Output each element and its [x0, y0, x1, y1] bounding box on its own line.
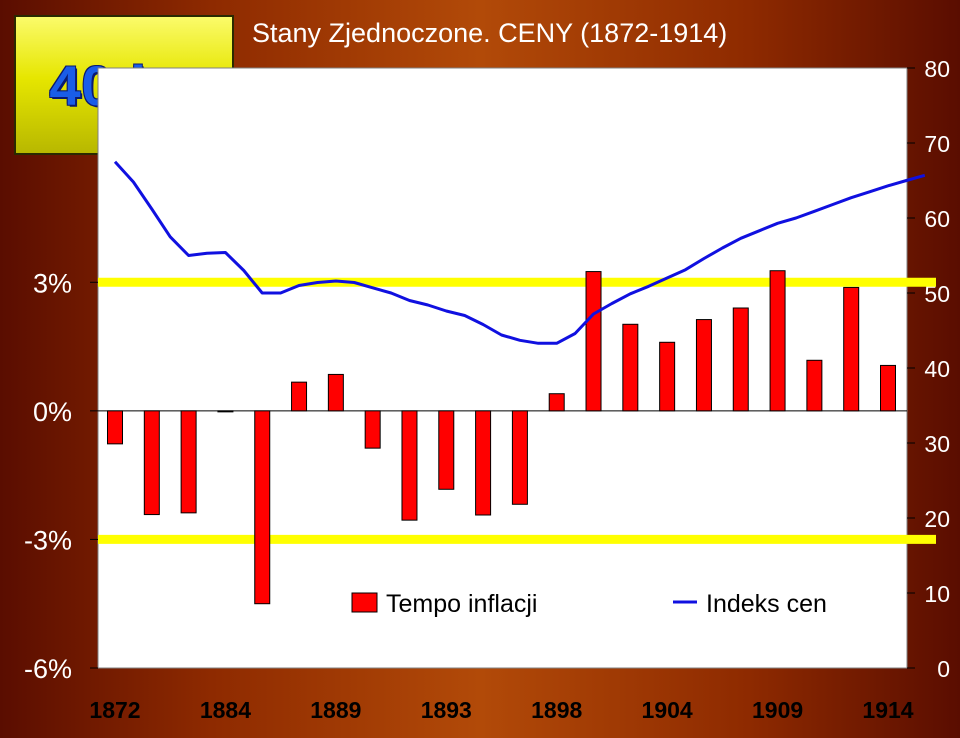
inflation-bar	[585, 271, 602, 412]
x-axis-tick-label: 1904	[642, 697, 693, 723]
inflation-bar	[695, 319, 712, 412]
left-axis-tick-label: -6%	[24, 654, 72, 684]
right-axis-tick-label: 0	[937, 656, 950, 682]
inflation-bar	[254, 410, 271, 605]
plot-area	[97, 67, 908, 669]
legend-bar-label: Tempo inflacji	[386, 590, 537, 618]
inflation-bar	[475, 410, 492, 516]
inflation-bar	[806, 359, 823, 412]
inflation-bar	[143, 410, 160, 516]
x-axis-tick-label: 1909	[752, 697, 803, 723]
inflation-bar	[364, 410, 381, 449]
inflation-bar	[327, 373, 344, 412]
inflation-bar	[401, 410, 418, 521]
legend-line-label: Indeks cen	[706, 590, 827, 618]
x-axis-tick-label: 1893	[421, 697, 472, 723]
left-axis-tick-label: 0%	[33, 397, 72, 427]
inflation-bar	[180, 410, 197, 514]
legend-bar-swatch	[351, 592, 378, 613]
right-axis-tick-label: 60	[924, 206, 950, 232]
left-axis-tick-label: 3%	[33, 268, 72, 298]
inflation-bar	[291, 381, 308, 412]
inflation-bar	[880, 364, 896, 412]
inflation-bar	[843, 286, 860, 412]
inflation-bar	[622, 323, 639, 412]
right-axis-tick-label: 30	[924, 431, 950, 457]
right-axis-tick-label: 40	[924, 356, 950, 382]
inflation-bar	[769, 270, 786, 412]
inflation-bar	[511, 410, 528, 505]
inflation-bar	[659, 341, 676, 412]
right-axis-tick-label: 80	[924, 56, 950, 82]
x-axis-tick-label: 1898	[531, 697, 582, 723]
right-axis-tick-label: 10	[924, 581, 950, 607]
x-axis-tick-label: 1889	[310, 697, 361, 723]
inflation-bar	[438, 410, 455, 490]
x-axis-tick-label: 1914	[862, 697, 913, 723]
right-axis-tick-label: 70	[924, 131, 950, 157]
price-index-line	[113, 160, 926, 345]
inflation-bar	[548, 393, 565, 412]
inflation-bar	[107, 410, 123, 445]
x-axis-tick-label: 1872	[89, 697, 140, 723]
left-axis-tick-label: -3%	[24, 525, 72, 555]
inflation-bar	[732, 307, 749, 412]
chart-title: Stany Zjednoczone. CENY (1872-1914)	[252, 18, 728, 48]
right-axis-tick-label: 20	[924, 506, 950, 532]
inflation-bar	[217, 410, 234, 413]
x-axis-tick-label: 1884	[200, 697, 251, 723]
